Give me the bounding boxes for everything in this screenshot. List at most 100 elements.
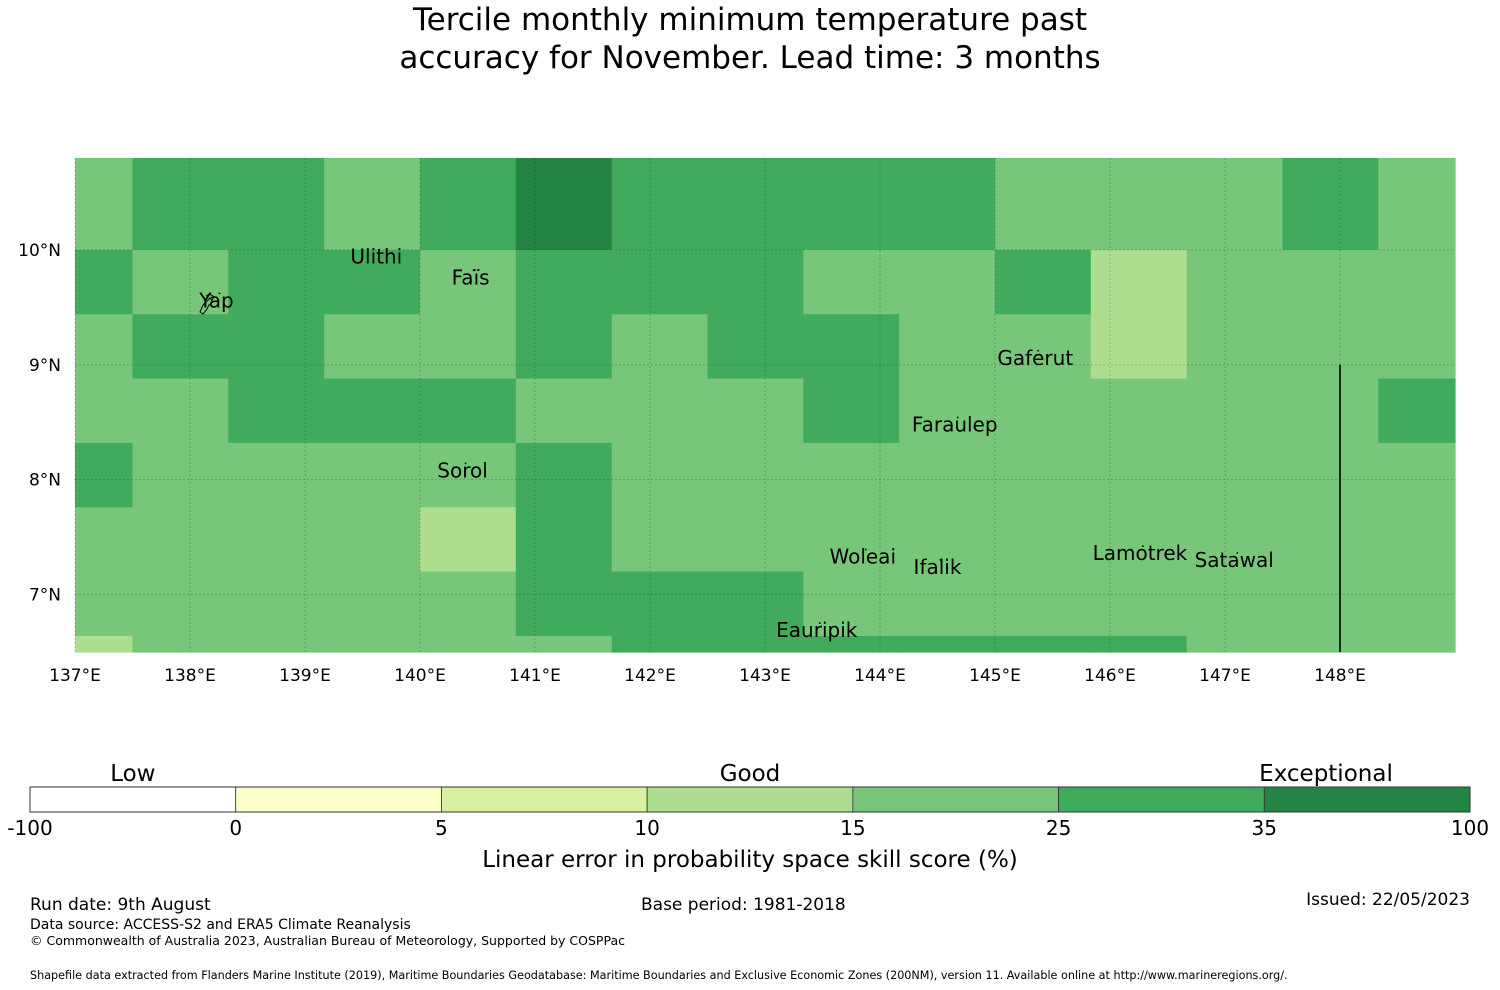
map-title-line-1: Tercile monthly minimum temperature past bbox=[412, 2, 1088, 38]
grid-cell bbox=[324, 378, 421, 444]
grid-cell bbox=[707, 442, 804, 508]
longitude-tick-label: 138°E bbox=[164, 666, 216, 686]
grid-cell bbox=[1378, 314, 1456, 380]
grid-cell bbox=[132, 571, 229, 637]
grid-cell bbox=[1186, 442, 1284, 508]
grid-cell bbox=[228, 571, 325, 637]
grid-cell bbox=[228, 314, 325, 380]
grid-cell bbox=[1090, 158, 1188, 251]
grid-cell bbox=[420, 249, 517, 315]
grid-cell bbox=[1378, 378, 1456, 444]
grid-cell bbox=[324, 507, 421, 573]
grid-cell bbox=[995, 158, 1092, 251]
colorbar-category-label: Low bbox=[110, 761, 155, 787]
island-label: Satawal bbox=[1195, 548, 1274, 572]
grid-cell bbox=[995, 249, 1092, 315]
colorbar-tick-label: 35 bbox=[1252, 816, 1277, 840]
grid-cell bbox=[420, 314, 517, 380]
grid-cell bbox=[611, 158, 709, 251]
grid-cell bbox=[803, 249, 900, 315]
island-marker bbox=[864, 548, 867, 551]
colorbar-segment bbox=[29, 786, 237, 813]
grid-cell bbox=[75, 571, 134, 637]
island-marker bbox=[472, 269, 475, 272]
colorbar-tick-label: 100 bbox=[1451, 816, 1489, 840]
grid-cell bbox=[515, 249, 613, 315]
grid-cell bbox=[899, 571, 996, 637]
colorbar-tick-label: -100 bbox=[7, 816, 52, 840]
grid-cell bbox=[1282, 249, 1379, 315]
colorbar-segment bbox=[852, 786, 1059, 813]
grid-cell bbox=[611, 571, 709, 637]
grid-cell bbox=[1378, 571, 1456, 637]
longitude-tick-label: 142°E bbox=[624, 666, 676, 686]
colorbar-tick-label: 15 bbox=[840, 816, 865, 840]
grid-cell bbox=[75, 635, 134, 653]
grid-cell bbox=[132, 249, 229, 315]
map-title-line-2: accuracy for November. Lead time: 3 mont… bbox=[399, 40, 1101, 76]
grid-cell bbox=[995, 442, 1092, 508]
grid-cell bbox=[611, 507, 709, 573]
grid-cell bbox=[995, 571, 1092, 637]
colorbar-tick-label: 0 bbox=[229, 816, 242, 840]
grid-cell bbox=[75, 378, 134, 444]
grid-cell bbox=[1282, 442, 1379, 508]
graticule bbox=[74, 158, 1455, 652]
grid-cell bbox=[1090, 249, 1188, 315]
island-label: Ulithi bbox=[350, 245, 402, 269]
grid-cell bbox=[1186, 314, 1284, 380]
island-marker bbox=[464, 462, 467, 465]
grid-cell bbox=[803, 378, 900, 444]
grid-cell bbox=[228, 442, 325, 508]
colorbar-category-label: Good bbox=[720, 761, 781, 787]
grid-cell bbox=[611, 635, 709, 653]
longitude-tick-label: 140°E bbox=[394, 666, 446, 686]
colorbar-tick-label: 5 bbox=[435, 816, 448, 840]
grid-cell bbox=[515, 635, 613, 653]
yap-island-shape bbox=[199, 297, 214, 315]
grid-cell bbox=[1186, 507, 1284, 573]
colorbar-segment bbox=[235, 786, 442, 813]
grid-cell bbox=[75, 507, 134, 573]
grid-cell bbox=[132, 314, 229, 380]
grid-cell bbox=[1186, 635, 1284, 653]
grid-cell bbox=[803, 635, 900, 653]
island-labels: Yap Ulithi Faïs Gaferut Faraulep Sorol Woleai I… bbox=[198, 245, 1274, 642]
grid-cell bbox=[803, 158, 900, 251]
longitude-tick-label: 145°E bbox=[969, 666, 1021, 686]
grid-cell bbox=[899, 442, 996, 508]
grid-cell bbox=[707, 571, 804, 637]
grid-cell bbox=[324, 635, 421, 653]
run-date: Run date: 9th August bbox=[30, 895, 211, 915]
grid-cell bbox=[1090, 442, 1188, 508]
grid-cell bbox=[707, 158, 804, 251]
longitude-tick-label: 141°E bbox=[509, 666, 561, 686]
island-marker bbox=[818, 622, 821, 624]
island-label: Faïs bbox=[452, 265, 490, 289]
grid-cell bbox=[611, 249, 709, 315]
grid-cell bbox=[1090, 571, 1188, 637]
grid-cell bbox=[1186, 158, 1284, 251]
latitude-tick-label: 7°N bbox=[29, 586, 61, 606]
grid-cell bbox=[995, 378, 1092, 444]
grid-cell bbox=[132, 635, 229, 653]
grid-cell bbox=[803, 571, 900, 637]
island-label: Yap bbox=[198, 288, 233, 312]
island-label: Woleai bbox=[829, 545, 896, 569]
grid-cell bbox=[420, 571, 517, 637]
grid-cell bbox=[132, 158, 229, 251]
grid-cell bbox=[228, 635, 325, 653]
island-marker bbox=[378, 248, 381, 251]
grid-cell bbox=[1090, 314, 1188, 380]
grid-cell bbox=[1090, 378, 1188, 444]
grid-cell bbox=[515, 314, 613, 380]
grid-cell bbox=[995, 507, 1092, 573]
yap-island-detail bbox=[205, 293, 215, 301]
base-period: Base period: 1981-2018 bbox=[641, 895, 846, 915]
island-label: Gaferut bbox=[997, 346, 1073, 370]
grid-cell bbox=[1282, 158, 1379, 251]
island-label: Eauripik bbox=[776, 618, 858, 642]
grid-cell bbox=[995, 635, 1092, 653]
grid-cell bbox=[899, 158, 996, 251]
